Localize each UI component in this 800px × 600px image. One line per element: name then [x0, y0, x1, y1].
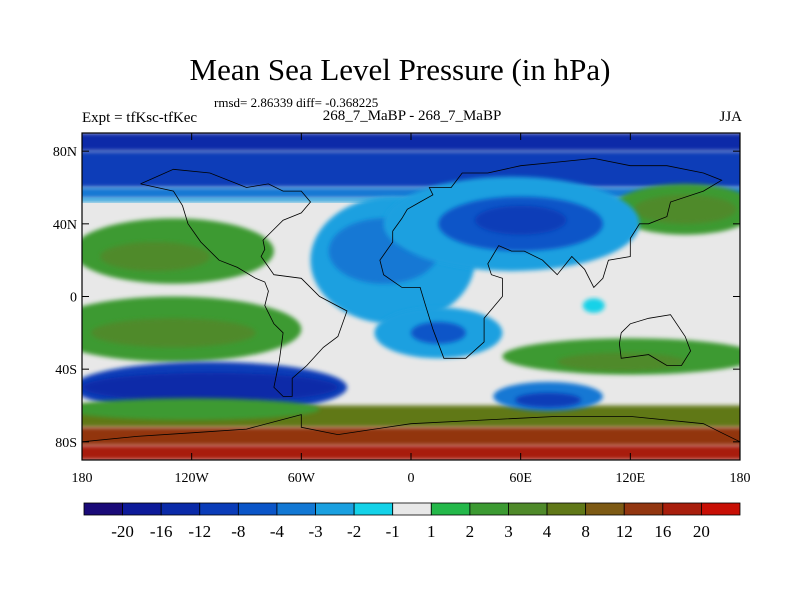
x-tick-label: 60W [288, 471, 316, 486]
pressure-region [82, 372, 338, 402]
colorbar-label: 4 [543, 522, 552, 541]
colorbar-swatch [160, 502, 201, 516]
colorbar-swatch [122, 502, 162, 516]
colorbar-label: -12 [188, 522, 211, 541]
colorbar-label: 12 [616, 522, 633, 541]
y-tick-label: 0 [70, 291, 77, 306]
colorbar-label: 2 [466, 522, 475, 541]
colorbar-label: 16 [654, 522, 671, 541]
x-tick-label: 60E [509, 471, 532, 486]
pressure-field [82, 133, 740, 460]
axis-ticks: 180 120W 60W 0 60E 120E 180 80N 40N 0 40S 80S [53, 133, 751, 486]
colorbar-swatch [276, 502, 316, 516]
colorbar-swatch [315, 502, 355, 516]
colorbar-label: -16 [150, 522, 173, 541]
colorbar-label: 1 [427, 522, 436, 541]
colorbar-label: -8 [231, 522, 245, 541]
season-label: JJA [719, 109, 742, 125]
colorbar-label: -20 [111, 522, 134, 541]
colorbar-swatch [469, 502, 509, 516]
pressure-region [82, 398, 320, 421]
x-tick-label: 180 [730, 471, 751, 486]
x-tick-label: 120E [616, 471, 646, 486]
colorbar-swatch [392, 502, 432, 516]
pressure-region [91, 318, 256, 348]
colorbar-label: 8 [581, 522, 590, 541]
stats-label: rmsd= 2.86339 diff= -0.368225 [214, 95, 379, 110]
x-tick-label: 0 [408, 471, 415, 486]
y-tick-label: 40S [55, 363, 77, 378]
colorbar-label: -1 [386, 522, 400, 541]
colorbar-swatch [585, 502, 625, 516]
coastline [82, 414, 740, 443]
pressure-region [582, 298, 605, 313]
colorbar-swatch [430, 502, 471, 516]
chart-title: Mean Sea Level Pressure (in hPa) [189, 52, 611, 87]
colorbar-label: -2 [347, 522, 361, 541]
colorbar-swatch [83, 502, 123, 516]
y-tick-label: 40N [53, 218, 77, 233]
y-tick-label: 80N [53, 145, 77, 160]
colorbar-label: -3 [308, 522, 322, 541]
coastline [379, 157, 723, 359]
colorbar-swatch [662, 502, 702, 516]
colorbar-swatch [701, 502, 741, 516]
colorbar-swatch [237, 502, 278, 516]
colorbar-label: 20 [693, 522, 710, 541]
experiment-label: Expt = tfKsc-tfKec [82, 110, 198, 126]
pressure-region [474, 205, 567, 235]
pressure-band [82, 133, 740, 152]
pressure-region [100, 242, 210, 272]
case-label: 268_7_MaBP - 268_7_MaBP [322, 108, 502, 124]
coastlines [82, 157, 740, 443]
x-tick-label: 120W [175, 471, 210, 486]
colorbar-swatch [199, 502, 239, 516]
colorbar-swatch [623, 502, 664, 516]
pressure-band [82, 445, 740, 460]
colorbar-label: 3 [504, 522, 513, 541]
pressure-region [633, 194, 737, 224]
pressure-band [82, 187, 740, 199]
colorbar-label: -4 [270, 522, 285, 541]
coastline [140, 168, 348, 397]
y-tick-label: 80S [55, 436, 77, 451]
colorbar: -20 -16 -12 -8 -4 -3 -2 -1 1 2 3 4 8 12 16 20 [83, 502, 741, 541]
colorbar-swatch [546, 502, 587, 516]
pressure-band [82, 151, 740, 188]
pressure-region [515, 392, 581, 408]
pressure-region [411, 321, 466, 344]
x-tick-label: 180 [72, 471, 93, 486]
coastline [618, 314, 692, 366]
colorbar-swatch [508, 502, 548, 516]
pressure-band [82, 427, 740, 446]
colorbar-swatch [353, 502, 394, 516]
